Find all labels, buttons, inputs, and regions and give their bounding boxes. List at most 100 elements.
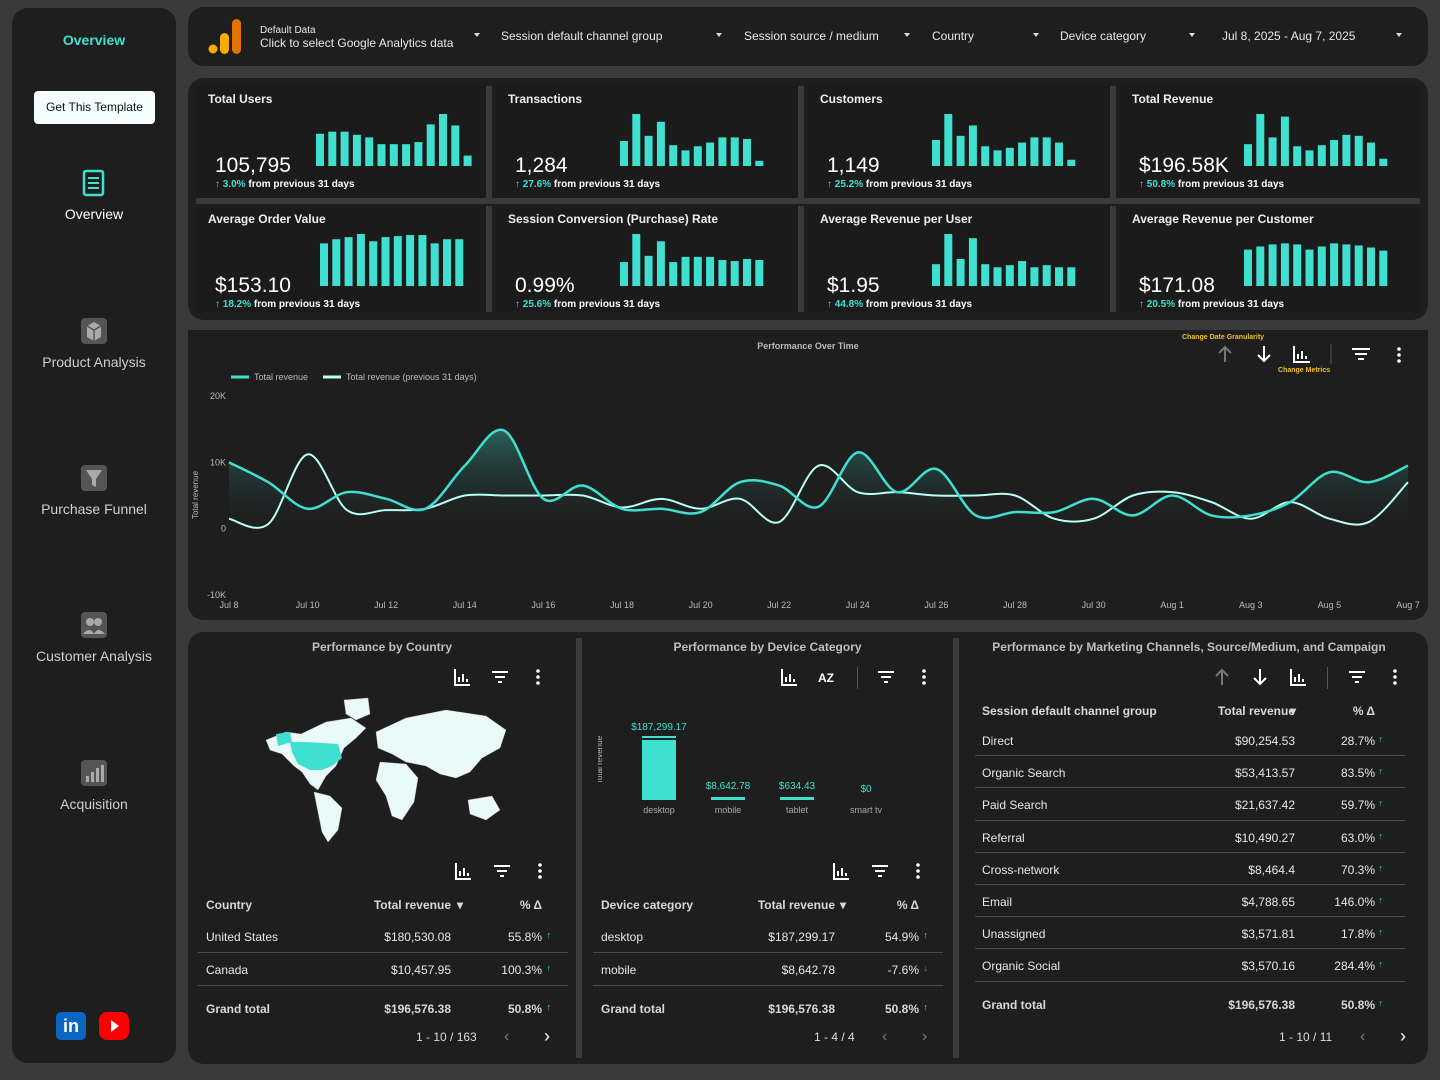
kpi-delta: ↑ 50.8% from previous 31 days <box>1139 179 1284 190</box>
x-tick-label: Jul 10 <box>296 600 320 610</box>
column-header[interactable]: Total revenue <box>1217 704 1295 718</box>
chart-settings-icon[interactable] <box>779 667 799 687</box>
data-source-selector[interactable]: Click to select Google Analytics data <box>260 36 454 50</box>
nav-acquisition[interactable]: Acquisition <box>12 758 176 812</box>
table-row[interactable]: Paid Search $21,637.42 59.7% ↑ <box>975 788 1405 821</box>
device-bar[interactable] <box>711 797 745 800</box>
filter-channel-group[interactable]: Session default channel group <box>501 29 663 43</box>
sort-desc-icon[interactable]: ▾ <box>840 898 847 912</box>
kpi-bar <box>730 137 739 166</box>
more-options-icon[interactable] <box>1385 667 1405 687</box>
date-range-picker[interactable]: Jul 8, 2025 - Aug 7, 2025 <box>1222 29 1356 43</box>
more-options-icon[interactable] <box>914 667 934 687</box>
chevron-down-icon[interactable] <box>1033 33 1039 37</box>
table-row[interactable]: Canada $10,457.95 100.3% ↑ <box>198 953 568 986</box>
table-header: Country Total revenue % Δ ▾ <box>198 888 568 920</box>
table-row[interactable]: Organic Social $3,570.16 284.4% ↑ <box>975 949 1405 982</box>
table-row[interactable]: Email $4,788.65 146.0% ↑ <box>975 885 1405 918</box>
filter-country[interactable]: Country <box>932 29 975 43</box>
filter-icon[interactable] <box>1347 667 1367 687</box>
sort-desc-icon[interactable]: ▾ <box>1290 704 1297 718</box>
linkedin-icon[interactable]: in <box>56 1012 86 1040</box>
kpi-bar <box>393 236 402 286</box>
filter-device-category[interactable]: Device category <box>1060 29 1147 43</box>
more-options-icon[interactable] <box>908 861 928 881</box>
next-page-icon[interactable]: › <box>922 1028 928 1045</box>
kpi-delta-value: 27.6% <box>522 179 552 190</box>
change-metrics-label[interactable]: Change Metrics <box>1278 367 1330 374</box>
table-row[interactable]: desktop $187,299.17 54.9% ↑ <box>593 920 943 953</box>
chart-settings-icon[interactable] <box>453 861 473 881</box>
sort-az-icon[interactable]: AZ <box>817 667 837 687</box>
arrow-up-icon[interactable] <box>1212 667 1232 687</box>
chevron-down-icon[interactable] <box>474 33 480 37</box>
chart-settings-icon[interactable] <box>452 667 472 687</box>
prev-page-icon[interactable]: ‹ <box>504 1028 510 1045</box>
column-header[interactable]: Total revenue <box>373 898 451 912</box>
table-header: Device category Total revenue % Δ ▾ <box>593 888 943 920</box>
nav-customer-analysis[interactable]: Customer Analysis <box>12 610 176 664</box>
nav-purchase-funnel[interactable]: Purchase Funnel <box>12 463 176 517</box>
divider <box>196 324 1428 330</box>
column-header[interactable]: Total revenue <box>757 898 835 912</box>
next-page-icon[interactable]: › <box>544 1026 550 1046</box>
get-template-button[interactable]: Get This Template <box>34 91 155 124</box>
up-arrow-icon: ↑ <box>546 963 552 973</box>
table-row[interactable]: mobile $8,642.78 -7.6% ↓ <box>593 953 943 986</box>
change-granularity-label[interactable]: Change Date Granularity <box>1182 334 1264 341</box>
kpi-bar <box>620 141 628 166</box>
filter-source-medium[interactable]: Session source / medium <box>744 29 879 43</box>
grand-total-row: Grand total $196,576.38 50.8% ↑ <box>198 992 568 1024</box>
up-arrow-icon: ↑ <box>1378 798 1384 809</box>
table-row[interactable]: Referral $10,490.27 63.0% ↑ <box>975 821 1405 853</box>
x-tick-label: Aug 1 <box>1160 600 1184 610</box>
kpi-delta-suffix: from previous 31 days <box>1177 179 1285 190</box>
kpi-card: Average Order Value $153.10 ↑ 18.2% from p… <box>196 206 488 312</box>
nav-label: Overview <box>64 206 124 222</box>
sort-desc-icon[interactable]: ▾ <box>457 898 464 912</box>
chevron-down-icon[interactable] <box>904 33 910 37</box>
prev-page-icon[interactable]: ‹ <box>1360 1028 1366 1045</box>
more-options-icon[interactable] <box>1397 347 1401 363</box>
table-row[interactable]: Direct $90,254.53 28.7% ↑ <box>975 724 1405 757</box>
kpi-bar <box>352 134 361 166</box>
kpi-bar <box>632 234 641 286</box>
filter-icon[interactable] <box>870 861 890 881</box>
kpi-card: Transactions 1,284 ↑ 27.6% from previous 3… <box>496 86 801 198</box>
filter-icon[interactable] <box>1352 348 1370 360</box>
arrow-up-icon[interactable] <box>1218 345 1232 362</box>
kpi-value: 0.99% <box>515 274 575 297</box>
device-bar[interactable] <box>642 740 676 800</box>
kpi-label: Customers <box>820 92 883 106</box>
more-options-icon[interactable] <box>530 861 550 881</box>
chevron-down-icon[interactable] <box>716 33 722 37</box>
chevron-down-icon[interactable] <box>1396 33 1402 37</box>
next-page-icon[interactable]: › <box>1400 1026 1406 1046</box>
chart-settings-icon[interactable] <box>1293 346 1310 363</box>
table-row[interactable]: Organic Search $53,413.57 83.5% ↑ <box>975 756 1405 789</box>
kpi-value: $153.10 <box>215 274 291 297</box>
filter-icon[interactable] <box>876 667 896 687</box>
table-cell: $8,642.78 <box>781 963 835 977</box>
table-row[interactable]: United States $180,530.08 55.8% ↑ <box>198 920 568 953</box>
youtube-icon[interactable] <box>99 1012 129 1040</box>
chart-settings-icon[interactable] <box>831 861 851 881</box>
device-bar[interactable] <box>780 797 814 800</box>
world-map[interactable] <box>256 692 516 852</box>
arrow-down-icon[interactable] <box>1250 667 1270 687</box>
kpi-value: $171.08 <box>1139 274 1215 297</box>
table-row[interactable]: Unassigned $3,571.81 17.8% ↑ <box>975 917 1405 950</box>
nav-product-analysis[interactable]: Product Analysis <box>12 316 176 370</box>
filter-icon[interactable] <box>492 861 512 881</box>
more-options-icon[interactable] <box>528 667 548 687</box>
chevron-down-icon[interactable] <box>1189 33 1195 37</box>
chart-settings-icon[interactable] <box>1288 667 1308 687</box>
x-tick-label: Jul 18 <box>610 600 634 610</box>
kpi-bar <box>1268 137 1277 166</box>
table-row[interactable]: Cross-network $8,464.4 70.3% ↑ <box>975 853 1405 885</box>
arrow-down-icon[interactable] <box>1257 346 1271 363</box>
kpi-bar <box>377 144 386 166</box>
filter-icon[interactable] <box>490 667 510 687</box>
nav-overview[interactable]: Overview <box>12 168 176 222</box>
prev-page-icon[interactable]: ‹ <box>882 1028 888 1045</box>
